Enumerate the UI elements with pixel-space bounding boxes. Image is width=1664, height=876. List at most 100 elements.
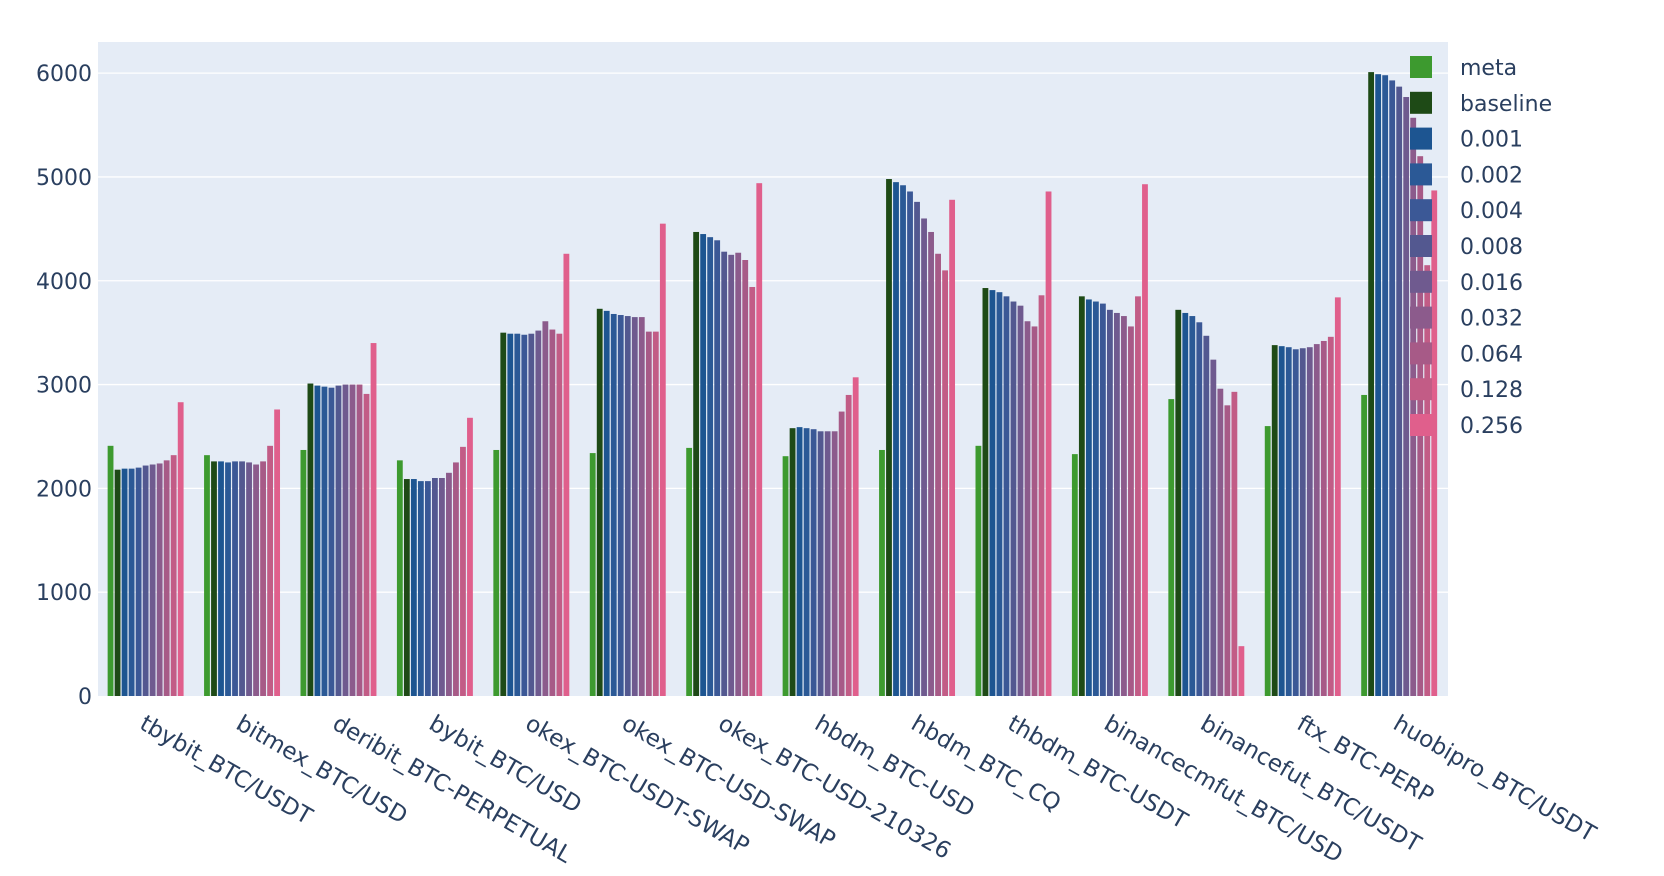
- y-tick-label: 3000: [36, 374, 92, 399]
- bar: [1106, 309, 1113, 696]
- legend-item-0.016[interactable]: 0.016: [1410, 270, 1523, 296]
- bar: [417, 481, 424, 696]
- bar: [114, 469, 121, 696]
- bar: [638, 317, 645, 696]
- bar: [921, 218, 927, 696]
- bar: [335, 385, 342, 696]
- bar: [1121, 316, 1127, 696]
- legend-swatch: [1410, 414, 1432, 436]
- bar: [1327, 336, 1334, 696]
- bar: [307, 383, 314, 696]
- x-tick-label: bitmex_BTC/USD: [232, 711, 412, 830]
- bar: [652, 331, 659, 696]
- legend-item-0.128[interactable]: 0.128: [1410, 378, 1523, 403]
- bar: [225, 462, 231, 696]
- bar: [700, 234, 707, 697]
- legend-label: 0.008: [1460, 235, 1523, 260]
- bar: [693, 231, 700, 696]
- legend-label: 0.016: [1460, 271, 1523, 296]
- bar: [314, 385, 321, 696]
- y-tick-label: 1000: [36, 581, 92, 606]
- bar: [1410, 117, 1417, 697]
- bar: [514, 333, 521, 696]
- legend-label: 0.002: [1460, 163, 1523, 188]
- bar: [838, 411, 845, 696]
- bar: [624, 316, 631, 696]
- bar: [431, 478, 438, 696]
- bar: [260, 461, 266, 696]
- legend[interactable]: meta baseline 0.001 0.002 0.004 0.008 0.016 0.0…: [1410, 56, 1552, 439]
- bar: [446, 472, 452, 696]
- bar: [1189, 316, 1196, 696]
- bar: [1135, 296, 1141, 696]
- bar: [356, 384, 363, 696]
- bar: [1264, 426, 1271, 696]
- bar: [542, 321, 549, 696]
- bar: [1203, 335, 1210, 696]
- bar: [900, 185, 906, 696]
- legend-item-0.256[interactable]: 0.256: [1410, 414, 1523, 439]
- bar: [1092, 301, 1099, 696]
- bar: [1217, 388, 1224, 696]
- bar: [617, 315, 624, 696]
- bar: [1299, 348, 1306, 696]
- bar: [563, 253, 570, 696]
- bar: [1396, 86, 1403, 697]
- bar: [1313, 344, 1320, 696]
- bar: [1403, 97, 1410, 697]
- legend-item-meta[interactable]: meta: [1410, 56, 1517, 81]
- bar: [156, 463, 163, 696]
- bar: [721, 251, 728, 696]
- bar: [177, 402, 184, 696]
- bar: [363, 393, 370, 696]
- bar: [549, 329, 556, 696]
- bar: [1196, 322, 1203, 696]
- legend-item-0.064[interactable]: 0.064: [1410, 342, 1523, 367]
- bar: [1320, 340, 1327, 696]
- bar: [886, 179, 892, 696]
- series-0.004: [135, 80, 1396, 696]
- series-0.256: [177, 183, 1438, 697]
- bar: [645, 331, 652, 696]
- bar: [528, 333, 535, 696]
- bar: [1038, 295, 1045, 696]
- bar: [879, 449, 885, 696]
- bar: [796, 427, 803, 696]
- series-0.032: [156, 117, 1417, 697]
- legend-item-0.002[interactable]: 0.002: [1410, 163, 1523, 188]
- series-0.001: [121, 74, 1382, 697]
- bar: [342, 384, 349, 696]
- bar: [267, 445, 274, 696]
- bar: [707, 237, 714, 696]
- bar: [928, 231, 934, 696]
- y-tick-label: 0: [78, 685, 92, 710]
- bar: [845, 394, 852, 696]
- legend-item-0.008[interactable]: 0.008: [1410, 235, 1523, 260]
- bar: [831, 431, 838, 696]
- bar: [204, 455, 210, 696]
- legend-swatch: [1410, 199, 1432, 222]
- y-tick-label: 2000: [36, 477, 92, 502]
- bar: [403, 479, 410, 696]
- bar: [467, 417, 473, 696]
- bar: [1210, 359, 1217, 696]
- bar: [328, 387, 335, 696]
- bar: [535, 330, 542, 696]
- legend-item-0.004[interactable]: 0.004: [1410, 199, 1523, 224]
- bar: [631, 317, 638, 696]
- legend-label: 0.128: [1460, 378, 1523, 403]
- bar: [211, 461, 217, 696]
- bar: [1071, 454, 1078, 696]
- x-tick-label: tbybit_BTC/USDT: [135, 711, 317, 831]
- bar: [507, 333, 514, 696]
- bar: [603, 310, 610, 696]
- bar: [500, 332, 507, 696]
- legend-item-0.032[interactable]: 0.032: [1410, 306, 1523, 332]
- bar: [935, 253, 941, 696]
- bar: [1010, 301, 1017, 696]
- legend-swatch: [1410, 163, 1432, 186]
- legend-item-baseline[interactable]: baseline: [1410, 91, 1552, 117]
- legend-item-0.001[interactable]: 0.001: [1410, 127, 1523, 153]
- bar: [1382, 75, 1389, 696]
